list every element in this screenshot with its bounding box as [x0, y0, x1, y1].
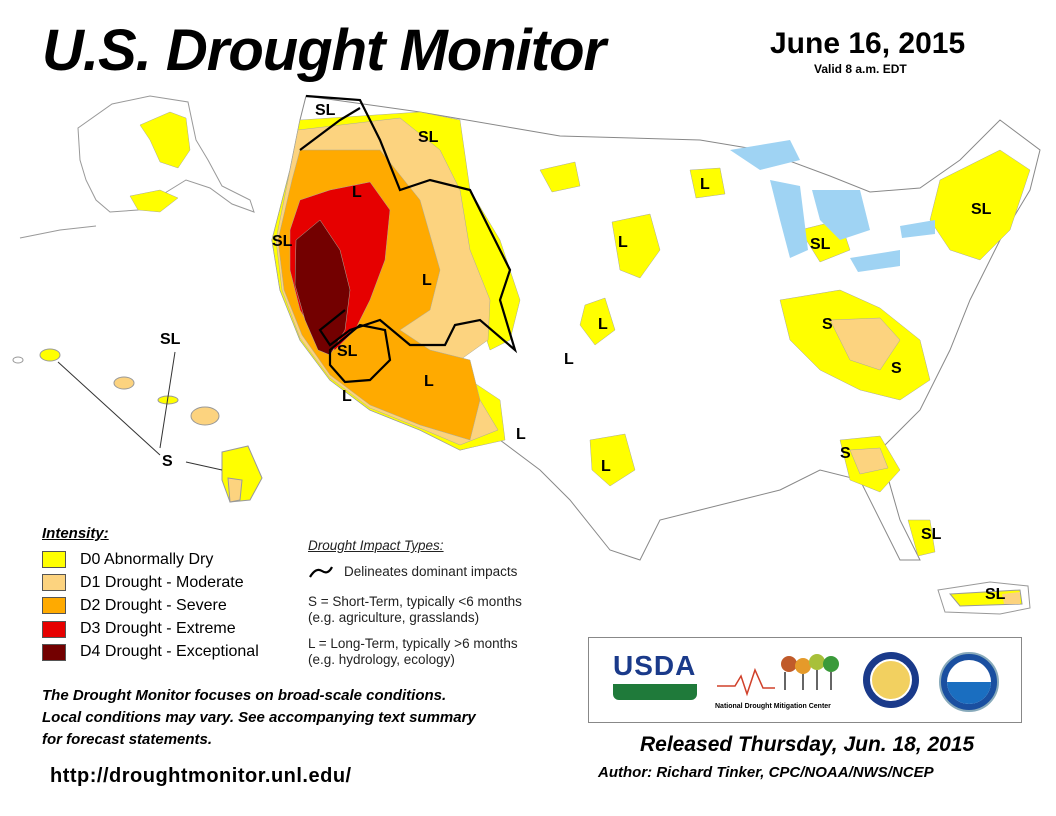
impact-label: SL	[418, 129, 439, 146]
map-title: U.S. Drought Monitor	[42, 18, 606, 83]
impact-label: SL	[971, 201, 992, 218]
delineates-text: Delineates dominant impacts	[344, 564, 518, 579]
map-date: June 16, 2015	[770, 27, 966, 60]
usda-logo: USDA	[613, 650, 697, 700]
impact-label: S	[822, 316, 833, 333]
impact-label: SL	[315, 102, 336, 119]
impact-label: S	[162, 453, 173, 470]
author-credit: Author: Richard Tinker, CPC/NOAA/NWS/NCE…	[598, 764, 934, 781]
conus-region	[271, 94, 1041, 561]
legend-item-d3: D3 Drought - Extreme	[42, 618, 259, 641]
impact-label: SL	[985, 586, 1006, 603]
long-term-text: L = Long-Term, typically >6 months	[308, 636, 518, 651]
puerto-rico-region	[937, 581, 1031, 615]
impact-label: L	[700, 176, 710, 193]
swatch-d4	[42, 643, 66, 661]
short-term-text: S = Short-Term, typically <6 months	[308, 594, 522, 609]
impact-label: L	[618, 234, 628, 251]
intensity-legend: Intensity: D0 Abnormally Dry D1 Drought …	[42, 525, 259, 664]
agency-logos: USDA National Drought Mitigation Center …	[588, 637, 1022, 723]
impact-label: L	[352, 184, 362, 201]
impact-label: SL	[160, 331, 181, 348]
impact-label: S	[840, 445, 851, 462]
swatch-d2	[42, 597, 66, 615]
impact-label: L	[424, 373, 434, 390]
disclaimer-note: The Drought Monitor focuses on broad-sca…	[42, 687, 476, 748]
hawaii-region	[12, 348, 263, 503]
swatch-d0	[42, 551, 66, 569]
impact-label: SL	[337, 343, 358, 360]
long-term-example: (e.g. hydrology, ecology)	[308, 652, 455, 667]
impact-label: L	[422, 272, 432, 289]
valid-time: Valid 8 a.m. EDT	[814, 62, 907, 76]
legend-item-d1: D1 Drought - Moderate	[42, 571, 259, 594]
swatch-d3	[42, 620, 66, 638]
impact-types-legend: Drought Impact Types: Delineates dominan…	[308, 538, 522, 678]
impact-label: L	[342, 388, 352, 405]
commerce-seal	[863, 652, 919, 708]
legend-item-d4: D4 Drought - Exceptional	[42, 641, 259, 664]
impact-label: SL	[810, 236, 831, 253]
swatch-d1	[42, 574, 66, 592]
impact-label: SL	[921, 526, 942, 543]
impact-label: L	[598, 316, 608, 333]
impact-heading: Drought Impact Types:	[308, 538, 444, 553]
impact-label: S	[891, 360, 902, 377]
alaska-region	[19, 95, 255, 239]
legend-item-d0: D0 Abnormally Dry	[42, 548, 259, 571]
website-link[interactable]: http://droughtmonitor.unl.edu/	[50, 765, 352, 787]
release-date: Released Thursday, Jun. 18, 2015	[640, 733, 975, 756]
short-term-example: (e.g. agriculture, grasslands)	[308, 610, 480, 625]
impact-label: L	[516, 426, 526, 443]
ndmc-trees-icon	[717, 654, 839, 697]
boundary-line-icon	[309, 566, 333, 578]
delineation-row: Delineates dominant impacts	[308, 564, 522, 580]
noaa-logo: noaa	[939, 652, 999, 712]
legend-item-d2: D2 Drought - Severe	[42, 594, 259, 617]
ndmc-logo: National Drought Mitigation Center	[715, 650, 847, 710]
impact-label: L	[601, 458, 611, 475]
impact-label: SL	[272, 233, 293, 250]
impact-label: L	[564, 351, 574, 368]
legend-heading: Intensity:	[42, 525, 109, 542]
